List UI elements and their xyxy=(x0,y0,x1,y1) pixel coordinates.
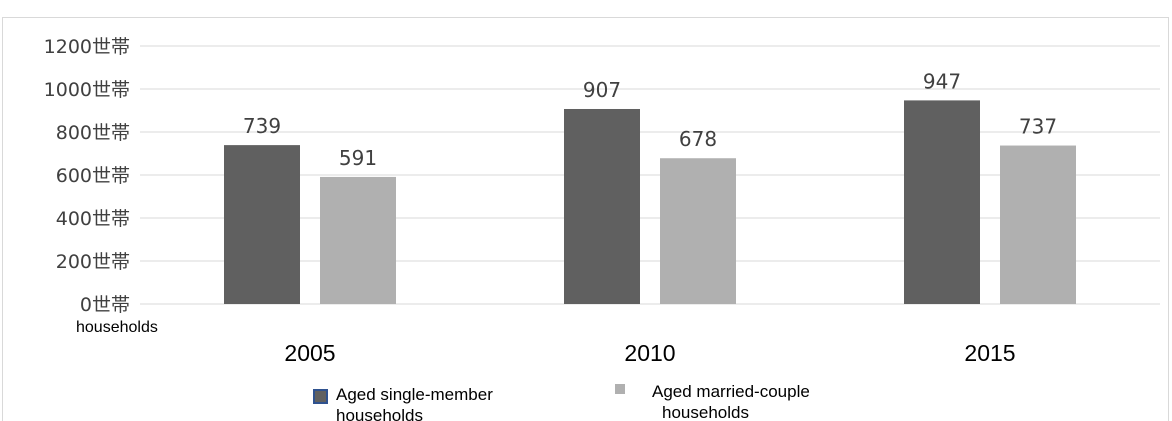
bar-2010-single xyxy=(564,108,640,305)
data-label: 678 xyxy=(679,127,717,151)
category-label: 2010 xyxy=(624,340,675,366)
y-tick-label: 600世帯 xyxy=(56,165,130,187)
data-label: 739 xyxy=(243,114,281,138)
bar-2005-single xyxy=(224,145,300,304)
y-tick-label: 800世帯 xyxy=(56,122,130,144)
y-tick-label: 1000世帯 xyxy=(44,79,130,101)
bar-2010-couple xyxy=(660,158,736,304)
legend: Aged single-member households Aged married… xyxy=(313,382,810,421)
legend-label: Aged married-couple households xyxy=(652,382,810,421)
category-label: 2005 xyxy=(284,340,335,366)
y-axis-ticks: 0世帯 200世帯 400世帯 600世帯 800世帯 1000世帯 1200世帯 xyxy=(44,36,130,316)
data-label: 947 xyxy=(923,69,961,93)
legend-marker-couple xyxy=(615,384,625,394)
y-tick-label: 0世帯 xyxy=(80,294,130,316)
data-label: 737 xyxy=(1019,115,1057,139)
data-labels: 739 591 907 678 947 737 xyxy=(243,69,1057,170)
data-label: 591 xyxy=(339,146,377,170)
category-labels: 2005 2010 2015 xyxy=(284,340,1015,366)
legend-label: Aged single-member households xyxy=(336,385,493,421)
y-tick-label: 400世帯 xyxy=(56,208,130,230)
category-label: 2015 xyxy=(964,340,1015,366)
bar-2005-couple xyxy=(320,176,396,304)
bar-2015-single xyxy=(904,100,980,305)
bars xyxy=(224,100,1076,305)
y-tick-label: 200世帯 xyxy=(56,251,130,273)
y-tick-label: 1200世帯 xyxy=(44,36,130,58)
legend-marker-single xyxy=(313,389,328,404)
gridlines xyxy=(140,45,1160,305)
bar-2015-couple xyxy=(1000,145,1076,304)
data-label: 907 xyxy=(583,78,621,102)
chart-frame xyxy=(2,17,1169,421)
y-unit-label: households xyxy=(76,319,158,336)
